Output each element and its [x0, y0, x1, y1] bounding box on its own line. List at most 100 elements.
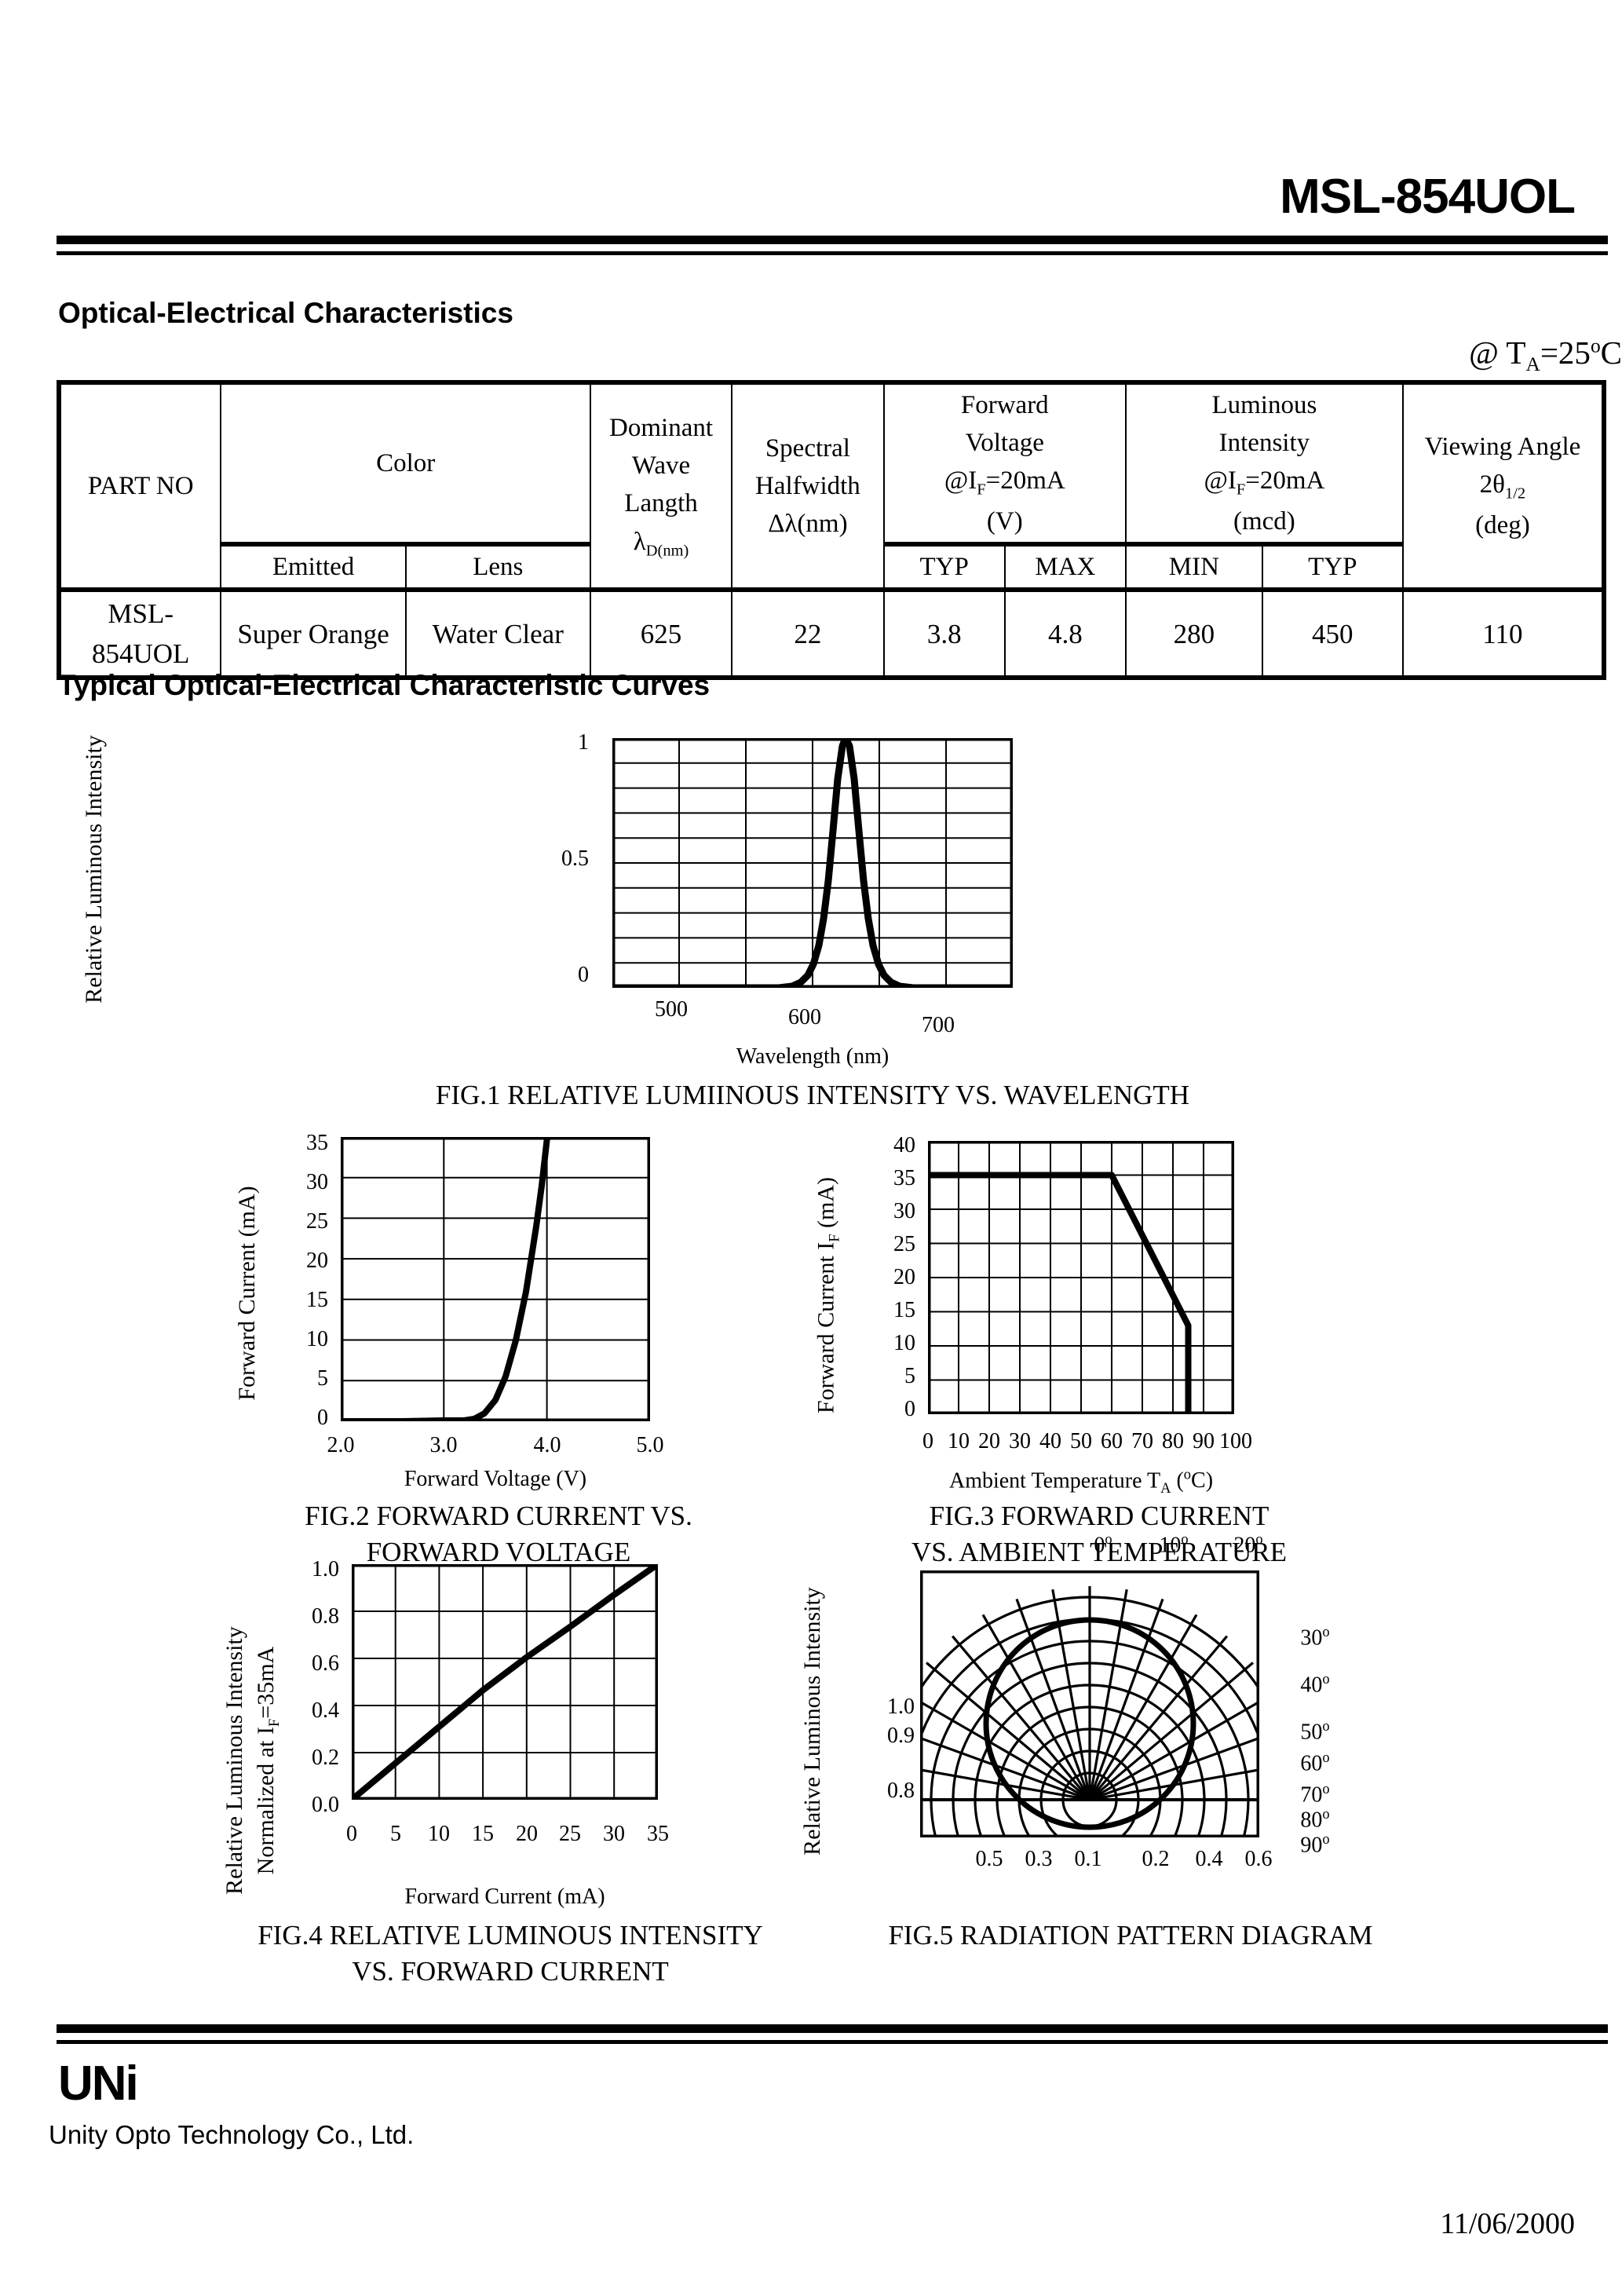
- fig4-ytick-0p0: 0.0: [312, 1793, 339, 1817]
- fig5-angle-60-text: 60: [1300, 1751, 1323, 1776]
- fig4-xtick-0: 0: [346, 1822, 357, 1846]
- page-title: MSL-854UOL: [1280, 170, 1576, 224]
- fig2-ytick-20: 20: [306, 1249, 328, 1273]
- theta-glyph: 2θ: [1479, 470, 1505, 499]
- fig2-ytick-30: 30: [306, 1170, 328, 1194]
- fig1-ytick-0p5: 0.5: [561, 846, 589, 871]
- fig3-xtick-10: 10: [948, 1429, 970, 1453]
- lambda-glyph: λ: [633, 527, 646, 556]
- fig2-ytick-5: 5: [317, 1366, 328, 1391]
- fig4-ytick-0p2: 0.2: [312, 1746, 339, 1770]
- ta-note-value: =25: [1540, 335, 1591, 371]
- fig4-ytick-0p8: 0.8: [312, 1604, 339, 1629]
- th-color: Color: [220, 380, 591, 545]
- fig4-ytick-1p0: 1.0: [312, 1557, 339, 1581]
- ta-note-prefix: @ T: [1469, 335, 1526, 371]
- fig2-ytick-35: 35: [306, 1131, 328, 1155]
- fig5-angle-80-text: 80: [1300, 1808, 1323, 1833]
- cell-vf-typ: 3.8: [882, 587, 1006, 681]
- th-dominant-wavelength: Dominant Wave Langth λD(nm): [589, 379, 733, 591]
- fig3-xtick-30: 30: [1009, 1429, 1031, 1453]
- fig5-angle-70-text: 70: [1300, 1782, 1323, 1808]
- fig3-ytick-15: 15: [893, 1298, 915, 1322]
- fig4-plot: [352, 1564, 658, 1800]
- th-lens: Lens: [404, 541, 591, 591]
- th-forward-condition: @IF=20mA: [944, 466, 1065, 499]
- fig2-xtick-2: 2.0: [327, 1433, 355, 1457]
- fig5-angle-label-70: 70o: [1300, 1781, 1330, 1808]
- th-iv-typ: TYP: [1261, 541, 1404, 591]
- fig4-xtick-15: 15: [472, 1822, 494, 1846]
- fig5-y-axis-label: Relative Luminous Intensity: [799, 1587, 825, 1855]
- ambient-temperature-note: @ TA=25oC: [1469, 334, 1622, 376]
- fig1-xtick-500: 500: [655, 997, 688, 1022]
- company-logo: UNi: [58, 2057, 139, 2111]
- fig1-xtick-600: 600: [788, 1005, 821, 1029]
- fig5-radial-label-0p9: 0.9: [887, 1724, 915, 1748]
- fig1-y-axis-label: Relative Luminous Intensity: [81, 735, 107, 1004]
- fig3-y-axis-text: Forward Current I: [813, 1241, 839, 1414]
- header-rule-thin: [57, 251, 1608, 255]
- th-forward-voltage: Forward Voltage @IF=20mA (V): [882, 380, 1127, 545]
- fig3-x-axis-label: Ambient Temperature TA (oC): [920, 1467, 1242, 1497]
- ta-note-sub: A: [1525, 353, 1540, 376]
- fig5-bottom-label-0p4: 0.4: [1195, 1847, 1223, 1871]
- fig2-caption: FIG.2 FORWARD CURRENT VS. FORWARD VOLTAG…: [305, 1501, 692, 1568]
- fig5-angle-40-text: 40: [1300, 1673, 1323, 1698]
- th-vf-max: MAX: [1003, 541, 1127, 591]
- fig2-ytick-15: 15: [306, 1288, 328, 1312]
- fig5-bottom-label-0p2: 0.2: [1142, 1847, 1170, 1871]
- fig4-ytick-0p4: 0.4: [312, 1698, 339, 1723]
- fig1-plot: [612, 738, 1013, 988]
- fig5-angle-10-text: 10: [1159, 1533, 1182, 1558]
- section-heading-optical: Optical-Electrical Characteristics: [58, 297, 513, 329]
- fig5-caption: FIG.5 RADIATION PATTERN DIAGRAM: [888, 1920, 1373, 1951]
- th-viewing-symbol: 2θ1/2: [1479, 470, 1525, 503]
- ta-note-unit: C: [1600, 335, 1622, 371]
- fig3-x-axis-text: Ambient Temperature T: [948, 1468, 1161, 1493]
- fig3-xtick-70: 70: [1131, 1429, 1153, 1453]
- fig5-bottom-label-0p5: 0.5: [975, 1847, 1003, 1871]
- header-rule-thick: [57, 236, 1608, 244]
- fig3-ytick-20: 20: [893, 1265, 915, 1289]
- fig2-ytick-10: 10: [306, 1327, 328, 1351]
- th-forward-voltage-text: Forward Voltage: [960, 391, 1049, 458]
- fig3-y-axis-label: Forward Current IF (mA): [813, 1131, 844, 1461]
- fig2-xtick-4: 4.0: [533, 1433, 561, 1457]
- th-dominant-symbol: λD(nm): [633, 527, 689, 560]
- fig3-xtick-50: 50: [1070, 1429, 1092, 1453]
- section-heading-curves: Typical Optical-Electrical Characteristi…: [58, 669, 711, 701]
- fig3-xtick-0: 0: [922, 1429, 933, 1453]
- fig3-xtick-60: 60: [1101, 1429, 1123, 1453]
- fig3-ytick-35: 35: [893, 1166, 915, 1190]
- th-viewing-angle: Viewing Angle 2θ1/2 (deg): [1401, 379, 1607, 591]
- fig5-angle-label-0: 0o: [1094, 1531, 1112, 1558]
- fig3-y-axis-unit: (mA): [813, 1176, 839, 1228]
- if-sub: F: [977, 481, 986, 499]
- fig2-xtick-5: 5.0: [636, 1433, 664, 1457]
- iv-value: =20mA: [1245, 466, 1325, 495]
- fig5-angle-label-10: 10o: [1159, 1531, 1189, 1558]
- th-dominant-wavelength-text: Dominant Wave Langth: [609, 414, 714, 518]
- cell-spectral-halfwidth: 22: [731, 587, 885, 681]
- fig2-ytick-25: 25: [306, 1209, 328, 1234]
- document-date: 11/06/2000: [1440, 2207, 1575, 2240]
- fig3-ytick-5: 5: [904, 1364, 915, 1388]
- fig3-plot: [928, 1141, 1234, 1414]
- th-forward-unit: (V): [986, 506, 1023, 536]
- fig1-caption: FIG.1 RELATIVE LUMIINOUS INTENSITY VS. W…: [435, 1080, 1190, 1110]
- fig4-caption: FIG.4 RELATIVE LUMINOUS INTENSITY VS. FO…: [258, 1920, 763, 1987]
- th-vf-typ: TYP: [882, 541, 1006, 591]
- fig5-angle-label-50: 50o: [1300, 1718, 1330, 1745]
- cell-lens: Water Clear: [404, 587, 591, 681]
- table-header-row-1: PART NO Color Dominant Wave Langth λD(nm…: [56, 379, 1607, 591]
- iv-sub: F: [1236, 481, 1246, 499]
- fig4-xtick-35: 35: [647, 1822, 669, 1846]
- fig5-bottom-label-0p1: 0.1: [1074, 1847, 1102, 1871]
- fig5-plot: [920, 1570, 1259, 1837]
- fig4-x-axis-label: Forward Current (mA): [404, 1885, 605, 1909]
- th-viewing-angle-text: Viewing Angle: [1424, 433, 1581, 462]
- fig3-y-axis-sub: F: [826, 1234, 843, 1242]
- th-part-no: PART NO: [56, 379, 222, 591]
- footer-rule-thin: [57, 2040, 1608, 2044]
